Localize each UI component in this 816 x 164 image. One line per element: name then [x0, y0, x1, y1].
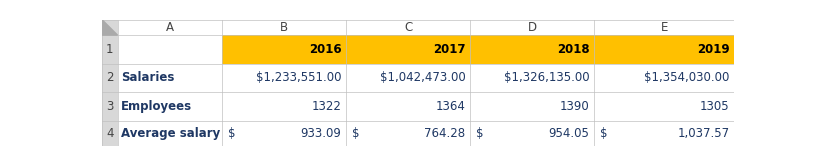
Bar [118, 92, 222, 121]
Text: $: $ [601, 127, 608, 140]
Text: 2019: 2019 [697, 43, 730, 56]
Bar [102, 35, 118, 64]
Bar [118, 64, 222, 92]
Bar [222, 92, 346, 121]
Bar [594, 92, 734, 121]
Bar [470, 92, 594, 121]
Text: $: $ [228, 127, 236, 140]
Bar [470, 20, 594, 35]
Text: 1322: 1322 [312, 100, 341, 113]
Bar [346, 64, 470, 92]
Text: 1,037.57: 1,037.57 [677, 127, 730, 140]
Bar [470, 35, 594, 64]
Text: Average salary: Average salary [122, 127, 220, 140]
Polygon shape [102, 20, 118, 35]
Text: $1,326,135.00: $1,326,135.00 [503, 71, 589, 84]
Text: $1,042,473.00: $1,042,473.00 [379, 71, 465, 84]
Bar [118, 20, 222, 35]
Bar [222, 20, 346, 35]
Text: 954.05: 954.05 [548, 127, 589, 140]
Bar [346, 20, 470, 35]
Text: B: B [280, 21, 288, 34]
Bar [346, 35, 470, 64]
Text: $: $ [477, 127, 484, 140]
Text: 1305: 1305 [700, 100, 730, 113]
Text: 933.09: 933.09 [300, 127, 341, 140]
Bar [102, 20, 118, 35]
Text: $1,233,551.00: $1,233,551.00 [256, 71, 341, 84]
Text: C: C [404, 21, 412, 34]
Text: 2: 2 [106, 71, 113, 84]
Bar [222, 121, 346, 146]
Text: E: E [661, 21, 668, 34]
Bar [346, 92, 470, 121]
Bar [594, 35, 734, 64]
Text: A: A [166, 21, 174, 34]
Bar [118, 121, 222, 146]
Text: D: D [528, 21, 537, 34]
Bar [346, 121, 470, 146]
Text: 3: 3 [106, 100, 113, 113]
Bar [102, 121, 118, 146]
Bar [470, 121, 594, 146]
Text: Salaries: Salaries [122, 71, 175, 84]
Text: 1364: 1364 [436, 100, 465, 113]
Bar [102, 92, 118, 121]
Text: 4: 4 [106, 127, 113, 140]
Text: 2018: 2018 [557, 43, 589, 56]
Bar [102, 64, 118, 92]
Bar [470, 64, 594, 92]
Text: 2016: 2016 [308, 43, 341, 56]
Bar [118, 35, 222, 64]
Bar [594, 20, 734, 35]
Bar [222, 35, 346, 64]
Text: 764.28: 764.28 [424, 127, 465, 140]
Text: 1: 1 [106, 43, 113, 56]
Bar [594, 64, 734, 92]
Text: 2017: 2017 [433, 43, 465, 56]
Bar [594, 121, 734, 146]
Text: 1390: 1390 [560, 100, 589, 113]
Bar [222, 64, 346, 92]
Text: $1,354,030.00: $1,354,030.00 [645, 71, 730, 84]
Text: $: $ [353, 127, 360, 140]
Text: Employees: Employees [122, 100, 193, 113]
